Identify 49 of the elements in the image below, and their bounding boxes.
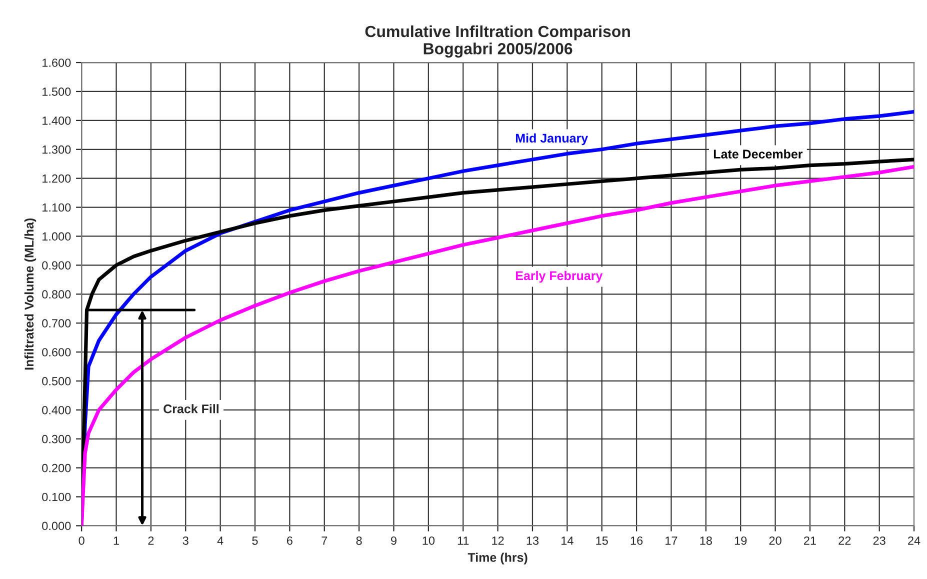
annotation: Crack Fill [164,404,218,414]
x-tick-label: 8 [356,536,362,545]
x-tick-label: 22 [838,536,851,545]
y-tick-label: 0.900 [42,261,71,270]
x-tick-label: 5 [252,536,258,545]
x-tick-label: 17 [666,536,678,545]
x-tick-label: 21 [804,536,816,545]
y-tick-label: 1.400 [42,116,71,125]
y-tick-label: 0.100 [42,492,71,502]
x-tick-label: 0 [78,536,84,545]
x-tick-label: 18 [700,536,712,545]
y-tick-label: 1.000 [42,232,71,241]
x-tick-label: 24 [908,536,920,545]
y-tick-label: 1.600 [42,58,71,67]
x-tick-label: 15 [596,536,608,545]
x-tick-label: 11 [458,536,469,545]
x-tick-label: 3 [182,536,188,545]
x-tick-label: 4 [217,536,224,545]
x-tick-label: 1 [114,536,119,545]
chart-title: Cumulative Infiltration Comparison Boggabri 2005/2006 [365,25,630,58]
x-tick-label: 13 [526,536,539,545]
series-label: Late December [714,149,803,159]
y-axis-title: Infiltrated Volume (ML/ha) [24,218,36,370]
y-tick-label: 0.400 [42,406,71,414]
x-tick-label: 9 [391,536,396,545]
series-label: Mid January [516,133,588,146]
y-tick-label: 0.500 [42,377,71,386]
y-tick-label: 1.200 [42,174,71,183]
text: Early February [516,270,603,283]
x-tick-label: 10 [422,536,435,545]
y-tick-label: 0.200 [42,464,71,472]
y-tick-label: 1.300 [42,145,71,154]
x-tick-label: 7 [322,536,328,545]
y-tick-label: 1.100 [42,203,71,212]
x-tick-label: 19 [734,536,747,545]
x-tick-label: 14 [562,536,574,545]
x-axis-title: Time (hrs) [468,552,528,564]
y-tick-label: 1.500 [42,88,71,96]
x-tick-label: 6 [287,536,292,545]
x-tick-label: 2 [148,536,154,545]
y-tick-label: 0.700 [42,319,71,328]
y-tick-label: 0.800 [42,290,71,299]
x-tick-label: 20 [769,536,782,545]
x-tick-label: 12 [492,536,504,545]
x-tick-label: 16 [630,536,643,545]
y-tick-label: 0.300 [42,434,71,444]
y-tick-label: 0.600 [42,348,71,356]
x-tick-label: 23 [873,536,886,545]
y-tick-label: 0.000 [42,522,71,530]
